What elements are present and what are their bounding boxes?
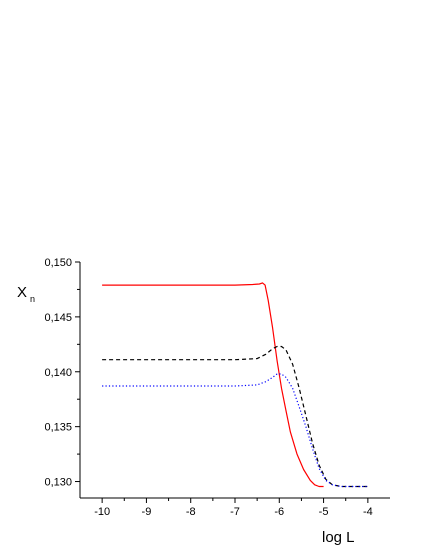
x-tick-label: -4 <box>363 506 373 518</box>
series-line-dashed <box>102 345 368 488</box>
series-lines <box>102 282 368 488</box>
x-tick-label: -5 <box>319 506 329 518</box>
y-axis-title: X <box>17 284 27 301</box>
x-axis-title: log L <box>322 529 355 546</box>
axis-titles: X n log L <box>17 284 355 546</box>
y-axis-title-subscript: n <box>30 294 35 304</box>
x-tick-label: -8 <box>186 506 196 518</box>
axes <box>79 262 390 499</box>
y-tick-label: 0,140 <box>44 367 72 379</box>
x-tick-label: -7 <box>230 506 240 518</box>
x-tick-label: -6 <box>274 506 284 518</box>
series-line-dotted <box>102 373 368 488</box>
y-tick-label: 0,150 <box>44 257 72 269</box>
x-tick-label: -10 <box>94 506 110 518</box>
y-tick-label: 0,135 <box>44 422 72 434</box>
y-tick-label: 0,145 <box>44 312 72 324</box>
series-line-solid <box>102 282 324 488</box>
x-tick-label: -9 <box>142 506 152 518</box>
y-tick-label: 0,130 <box>44 477 72 489</box>
ticks: -10 -9 -8 -7 -6 -5 -4 0,130 0,135 0,140 0,145 0,150 <box>44 257 372 518</box>
